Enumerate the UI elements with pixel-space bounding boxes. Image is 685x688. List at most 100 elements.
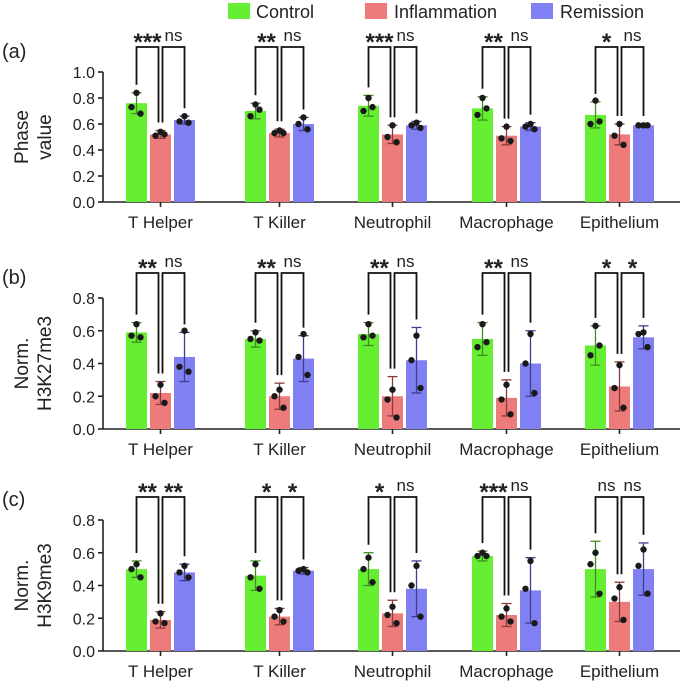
data-point: [587, 120, 594, 128]
significance-bracket: [594, 496, 619, 575]
bar-remission: [406, 588, 427, 651]
bar-remission: [633, 569, 654, 651]
significance-bracket: [254, 272, 279, 376]
significance-bracket: [393, 496, 418, 593]
bar-inflammation: [382, 134, 403, 202]
data-point: [620, 404, 627, 411]
significance-label: **: [164, 479, 183, 506]
x-tick-label: T Killer: [253, 662, 306, 681]
data-point: [176, 118, 183, 125]
data-point: [483, 339, 490, 346]
bar-control: [126, 332, 147, 429]
data-point: [185, 368, 192, 375]
significance-bracket: [507, 272, 532, 372]
y-tick-label: 0.4: [73, 143, 95, 160]
data-point: [413, 332, 420, 339]
bar-inflammation: [609, 134, 630, 202]
significance-bracket: [393, 46, 418, 118]
x-tick-label: Neutrophil: [354, 662, 432, 681]
significance-label: **: [370, 255, 389, 282]
x-tick-label: T Helper: [128, 662, 193, 681]
y-tick-label: 0.8: [73, 513, 95, 530]
significance-bracket: [367, 496, 392, 593]
significance-label: ns: [397, 26, 415, 45]
bar-control: [585, 114, 606, 202]
data-point: [304, 371, 311, 379]
data-point: [137, 334, 144, 341]
data-point: [503, 123, 510, 130]
bar-inflammation: [150, 134, 171, 202]
data-point: [152, 393, 159, 400]
data-point: [507, 618, 514, 625]
data-point: [152, 618, 159, 625]
data-point: [611, 132, 618, 139]
data-point: [389, 122, 396, 129]
legend: Control Inflammation Remission: [228, 2, 644, 22]
data-point: [360, 334, 367, 341]
significance-label: ***: [479, 479, 508, 506]
data-point: [611, 384, 618, 392]
significance-label: *: [262, 479, 272, 506]
y-tick-label: 0.2: [73, 611, 95, 628]
significance-bracket: [280, 496, 305, 601]
data-point: [247, 113, 254, 120]
data-point: [295, 567, 302, 574]
y-axis-label-line1: Norm.: [12, 338, 33, 390]
x-tick-label: T Helper: [128, 213, 193, 232]
y-tick-label: 0.2: [73, 169, 95, 186]
significance-bracket: [620, 272, 645, 354]
bar-control: [472, 108, 493, 202]
significance-label: ns: [165, 26, 183, 45]
legend-swatch-control: [228, 3, 250, 19]
data-point: [360, 565, 367, 573]
significance-label: ns: [397, 476, 415, 495]
panel-0: (a) Phase value 0.0 0.2 0.4 0.6 0.8 1.0 T Helper *…: [2, 26, 680, 232]
data-point: [157, 381, 164, 388]
bar-inflammation: [609, 601, 630, 651]
significance-label: **: [484, 29, 503, 56]
y-tick-label: 0.4: [73, 357, 95, 374]
data-point: [181, 327, 188, 334]
significance-bracket: [135, 496, 160, 604]
data-point: [176, 569, 183, 576]
data-point: [365, 94, 372, 102]
significance-label: ns: [165, 252, 183, 271]
data-point: [276, 606, 283, 614]
data-point: [133, 321, 140, 328]
data-point: [635, 562, 642, 570]
data-point: [635, 122, 642, 129]
significance-bracket: [594, 46, 619, 116]
data-point: [474, 111, 481, 119]
data-point: [256, 106, 263, 113]
significance-label: **: [257, 29, 276, 56]
data-point: [531, 126, 538, 133]
legend-swatch-inflammation: [365, 3, 387, 19]
bar-control: [245, 575, 266, 651]
significance-label: *: [288, 479, 298, 506]
panel-label: (c): [2, 489, 25, 511]
x-tick-label: T Killer: [253, 213, 306, 232]
data-point: [644, 122, 651, 129]
data-point: [384, 396, 391, 403]
bar-control: [358, 334, 379, 429]
significance-bracket: [280, 272, 305, 376]
data-point: [133, 89, 140, 97]
significance-bracket: [135, 46, 160, 123]
y-axis-label-line1: Phase: [12, 110, 33, 164]
data-point: [620, 616, 627, 624]
x-tick-label: Neutrophil: [354, 440, 432, 459]
data-point: [161, 619, 168, 627]
significance-bracket: [594, 272, 619, 354]
significance-label: ns: [511, 252, 529, 271]
data-point: [417, 384, 424, 392]
significance-bracket: [135, 272, 160, 374]
data-point: [185, 119, 192, 126]
significance-bracket: [254, 496, 279, 601]
y-axis-label-line2: value: [35, 114, 56, 159]
bar-remission: [633, 337, 654, 429]
data-point: [408, 122, 415, 129]
significance-bracket: [620, 46, 645, 116]
data-point: [635, 330, 642, 338]
significance-bracket: [481, 46, 506, 119]
